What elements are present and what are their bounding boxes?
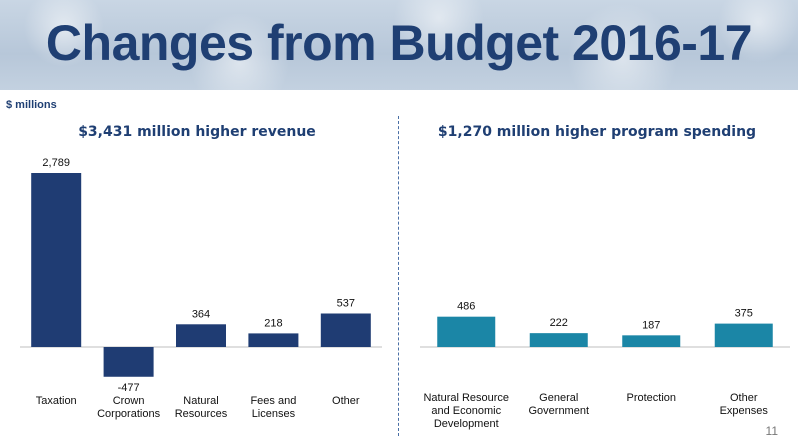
category-label-spending-0: Natural Resource and Economic Development [423,392,509,430]
category-label-spending-1: General Government [528,392,589,417]
category-label-spending-3: Other Expenses [720,392,769,417]
category-label-revenue-0: Taxation [36,395,77,407]
data-label-revenue-3: 218 [264,317,282,329]
page-title: Changes from Budget 2016-17 [45,15,753,71]
data-label-revenue-1: -477 [118,382,140,394]
data-label-spending-2: 187 [642,319,660,331]
category-label-revenue-2: Natural Resources [175,395,228,420]
category-label-revenue-3: Fees and Licenses [250,395,296,420]
title-banner [0,0,798,90]
bar-revenue-0 [31,173,82,347]
unit-label: $ millions [6,99,57,111]
bar-spending-1 [529,333,588,347]
bar-spending-3 [714,323,773,347]
data-label-revenue-4: 537 [337,297,355,309]
bar-spending-2 [622,335,681,347]
category-label-spending-2: Protection [626,392,676,404]
category-label-revenue-4: Other [332,395,360,407]
chart-title-spending: $1,270 million higher program spending [438,124,756,140]
page-number: 11 [765,424,778,438]
data-label-spending-3: 375 [735,308,753,320]
data-label-spending-0: 486 [457,301,475,313]
data-label-revenue-0: 2,789 [42,157,70,169]
bar-revenue-1 [103,347,154,377]
bar-revenue-4 [320,313,371,347]
bar-spending-0 [437,316,496,347]
bar-revenue-3 [248,333,299,347]
bar-revenue-2 [176,324,226,347]
chart-divider [398,116,399,436]
chart-title-revenue: $3,431 million higher revenue [78,124,316,140]
data-label-spending-1: 222 [550,317,568,329]
data-label-revenue-2: 364 [192,308,210,320]
category-label-revenue-1: Crown Corporations [97,395,160,420]
